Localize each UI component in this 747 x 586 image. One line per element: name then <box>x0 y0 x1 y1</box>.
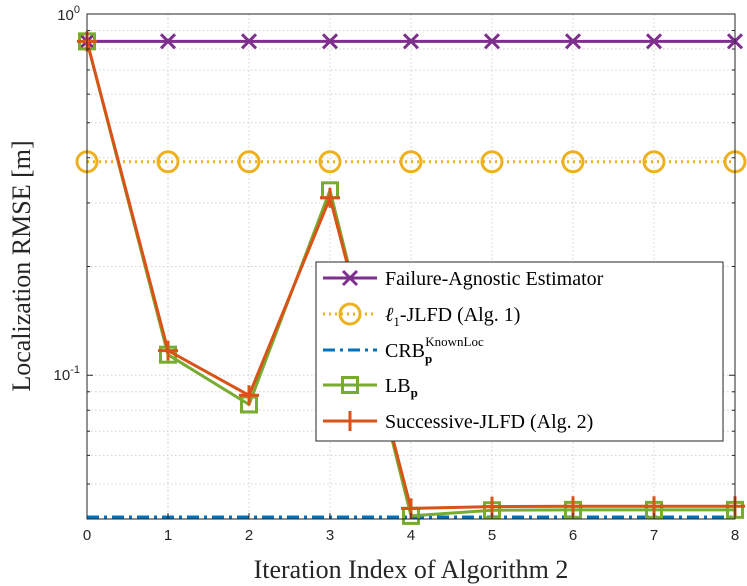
x-tick-label: 6 <box>569 527 577 544</box>
legend-l1-ell: ℓ <box>385 304 394 326</box>
series-0 <box>78 33 744 50</box>
legend-box <box>315 261 724 442</box>
y-tick-top-exp: 0 <box>74 4 80 16</box>
y-tick-label-top: 100 <box>57 4 80 24</box>
data-point <box>483 33 501 50</box>
legend-marker-1 <box>338 302 362 326</box>
legend-crb-sup: KnownLoc <box>425 334 484 349</box>
legend-symbols <box>323 269 377 431</box>
data-point <box>402 33 420 50</box>
legend: Failure-Agnostic Estimator ℓ1-JLFD (Alg.… <box>315 261 724 442</box>
x-tick-label: 5 <box>488 527 496 544</box>
x-tick-label: 7 <box>650 527 658 544</box>
data-point <box>159 33 177 50</box>
legend-label-crb: CRBp KnownLoc <box>385 334 484 366</box>
data-point <box>563 496 583 517</box>
x-tick-label: 3 <box>326 527 334 544</box>
x-axis-ticks: 0 1 2 3 4 5 6 7 8 <box>83 513 739 544</box>
data-point <box>561 150 585 174</box>
data-point <box>564 33 582 50</box>
legend-marker-0 <box>341 269 359 287</box>
data-point <box>320 187 340 208</box>
data-point <box>644 496 664 517</box>
legend-label-failure-agnostic: Failure-Agnostic Estimator <box>385 268 604 290</box>
data-point <box>240 33 258 50</box>
legend-marker-3 <box>341 376 359 394</box>
y-tick-label-mid: 10-1 <box>54 364 80 384</box>
x-tick-label: 2 <box>245 527 253 544</box>
legend-label-l1-jlfd: ℓ1-JLFD (Alg. 1) <box>385 304 520 329</box>
x-tick-label: 1 <box>164 527 172 544</box>
legend-crb-main: CRB <box>385 340 425 362</box>
y-axis-ticks: 100 10-1 <box>54 4 735 485</box>
data-point <box>645 33 663 50</box>
legend-label-lb: LBp <box>385 375 418 400</box>
legend-lb-sub: p <box>411 385 418 400</box>
legend-crb-sub: p <box>425 351 432 366</box>
data-point <box>642 150 666 174</box>
x-axis-label: Iteration Index of Algorithm 2 <box>254 555 569 584</box>
legend-lb-main: LB <box>385 375 411 397</box>
y-tick-mid-base: 10 <box>54 367 71 384</box>
data-point <box>239 385 259 406</box>
data-point <box>158 340 178 361</box>
y-axis-label: Localization RMSE [m] <box>7 140 36 391</box>
x-tick-label: 0 <box>83 527 91 544</box>
y-tick-mid-exp: -1 <box>70 364 80 376</box>
data-point <box>321 33 339 50</box>
legend-l1-main: -JLFD (Alg. 1) <box>400 304 521 326</box>
legend-l1-sub: 1 <box>393 314 400 329</box>
data-point <box>237 150 261 174</box>
x-tick-label: 8 <box>731 527 739 544</box>
data-point <box>480 150 504 174</box>
legend-label-successive-jlfd: Successive-JLFD (Alg. 2) <box>385 411 593 433</box>
data-point <box>156 150 180 174</box>
y-tick-top-base: 10 <box>57 7 74 24</box>
data-point <box>399 150 423 174</box>
data-point <box>318 150 342 174</box>
x-tick-label: 4 <box>407 527 415 544</box>
legend-marker-4 <box>340 411 360 431</box>
